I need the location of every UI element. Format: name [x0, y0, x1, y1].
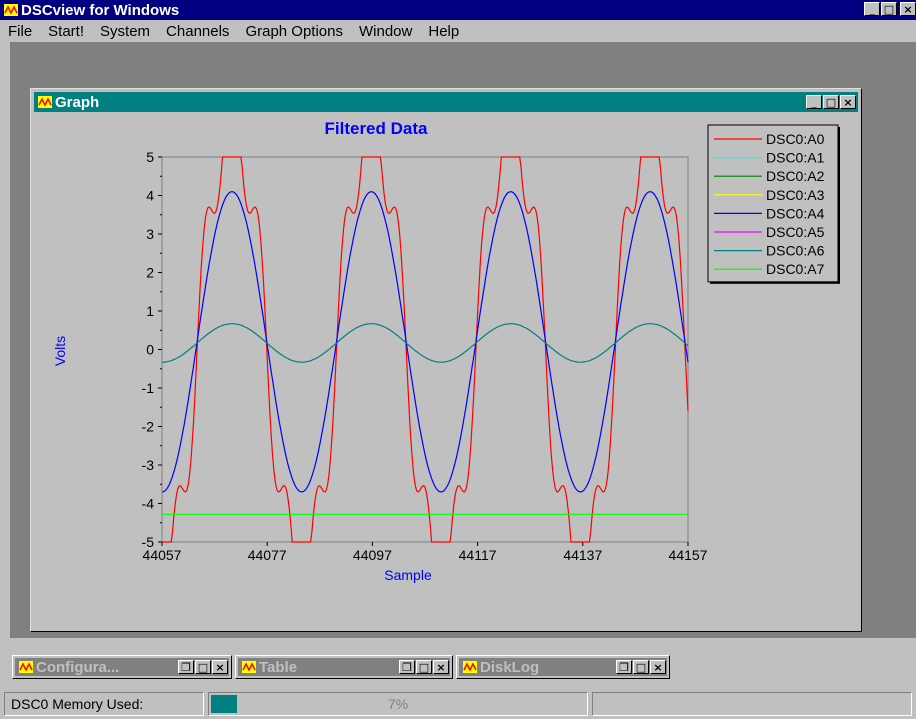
legend-box — [707, 124, 839, 283]
x-tick-label: 44137 — [563, 547, 602, 563]
legend-label: DSC0:A3 — [766, 187, 825, 203]
close-icon[interactable]: × — [212, 660, 228, 674]
plot-area — [161, 156, 689, 543]
status-bar: DSC0 Memory Used: 7% — [0, 690, 916, 719]
minimized-disklog-window[interactable]: DiskLog ❐ □ × — [456, 655, 670, 679]
y-axis-label: Volts — [52, 336, 68, 366]
graph-window-title: Graph — [55, 93, 100, 111]
graph-window-icon — [38, 96, 52, 108]
menu-file[interactable]: File — [8, 22, 33, 40]
menu-start[interactable]: Start! — [48, 22, 85, 40]
y-tick-label: -1 — [142, 380, 155, 396]
minimized-table-window[interactable]: Table ❐ □ × — [235, 655, 453, 679]
x-tick-label: 44097 — [353, 547, 392, 563]
legend: DSC0:A0 DSC0:A1 DSC0:A2 DSC0:A3 DSC0:A4 DSC0:… — [707, 124, 840, 284]
graph-window: Graph _ □ × Filtered Data Volts Sample 5… — [30, 88, 862, 632]
minimize-icon[interactable]: _ — [864, 2, 880, 16]
maximize-icon[interactable]: □ — [881, 2, 897, 16]
filtered-data-chart: Filtered Data Volts Sample 5 4 3 2 1 0 -1 -2 -3 -… — [52, 119, 840, 583]
x-tick-label: 44077 — [248, 547, 287, 563]
menu-bar: File Start! System Channels Graph Option… — [0, 20, 916, 42]
series-lines — [161, 156, 689, 543]
x-tick-label: 44157 — [669, 547, 708, 563]
memory-percent: 7% — [387, 696, 409, 712]
legend-label: DSC0:A1 — [766, 150, 825, 166]
app-title-bar[interactable]: DSCview for Windows _ □ × — [0, 0, 916, 20]
disklog-window-icon — [463, 661, 477, 673]
legend-label: DSC0:A4 — [766, 205, 825, 221]
memory-label-panel: DSC0 Memory Used: — [4, 692, 204, 716]
y-tick-label: -5 — [142, 534, 155, 550]
y-tick-label: 3 — [146, 226, 154, 242]
app-title: DSCview for Windows — [21, 1, 180, 19]
menu-system[interactable]: System — [100, 22, 151, 40]
maximize-icon[interactable]: □ — [416, 660, 432, 674]
legend-label: DSC0:A5 — [766, 224, 825, 240]
y-tick-label: -3 — [142, 457, 155, 473]
legend-label: DSC0:A6 — [766, 243, 825, 259]
disklog-window-title: DiskLog — [480, 658, 540, 676]
minimized-configuration-window[interactable]: Configura... ❐ □ × — [12, 655, 232, 679]
y-tick-label: -4 — [142, 496, 155, 512]
menu-window[interactable]: Window — [359, 22, 413, 40]
y-tick-label: 4 — [146, 188, 154, 204]
restore-icon[interactable]: ❐ — [178, 660, 194, 674]
y-tick-label: 2 — [146, 265, 154, 281]
series-line-dsc0-a0 — [162, 156, 689, 543]
configuration-window-title: Configura... — [36, 658, 120, 676]
close-icon[interactable]: × — [433, 660, 449, 674]
close-icon[interactable]: × — [900, 2, 916, 16]
table-window-icon — [242, 661, 256, 673]
legend-label: DSC0:A7 — [766, 261, 825, 277]
memory-progress-bar: 7% — [208, 692, 588, 716]
configuration-window-icon — [19, 661, 33, 673]
legend-label: DSC0:A2 — [766, 168, 825, 184]
chart-title: Filtered Data — [325, 119, 429, 138]
app-icon — [4, 4, 18, 16]
graph-window-title-bar[interactable]: Graph _ □ × — [34, 92, 858, 112]
series-line-dsc0-a4 — [161, 191, 689, 493]
graph-close-icon[interactable]: × — [840, 95, 856, 109]
y-tick-label: 1 — [146, 303, 154, 319]
maximize-icon[interactable]: □ — [195, 660, 211, 674]
restore-icon[interactable]: ❐ — [399, 660, 415, 674]
graph-minimize-icon[interactable]: _ — [806, 95, 822, 109]
memory-progress-fill — [211, 695, 238, 713]
graph-maximize-icon[interactable]: □ — [823, 95, 839, 109]
y-tick-label: -2 — [142, 419, 155, 435]
table-window-title: Table — [259, 658, 298, 676]
menu-channels[interactable]: Channels — [166, 22, 230, 40]
legend-label: DSC0:A0 — [766, 131, 825, 147]
close-icon[interactable]: × — [650, 660, 666, 674]
y-tick-label: 5 — [146, 149, 154, 165]
menu-graph-options[interactable]: Graph Options — [245, 22, 343, 40]
y-tick-label: 0 — [146, 342, 154, 358]
restore-icon[interactable]: ❐ — [616, 660, 632, 674]
series-line-dsc0-a6 — [162, 323, 689, 363]
status-panel-empty — [592, 692, 912, 716]
menu-help[interactable]: Help — [428, 22, 460, 40]
x-tick-label: 44117 — [459, 547, 497, 563]
maximize-icon[interactable]: □ — [633, 660, 649, 674]
x-axis-label: Sample — [384, 567, 432, 583]
memory-label: DSC0 Memory Used: — [11, 696, 144, 712]
x-tick-label: 44057 — [143, 547, 182, 563]
